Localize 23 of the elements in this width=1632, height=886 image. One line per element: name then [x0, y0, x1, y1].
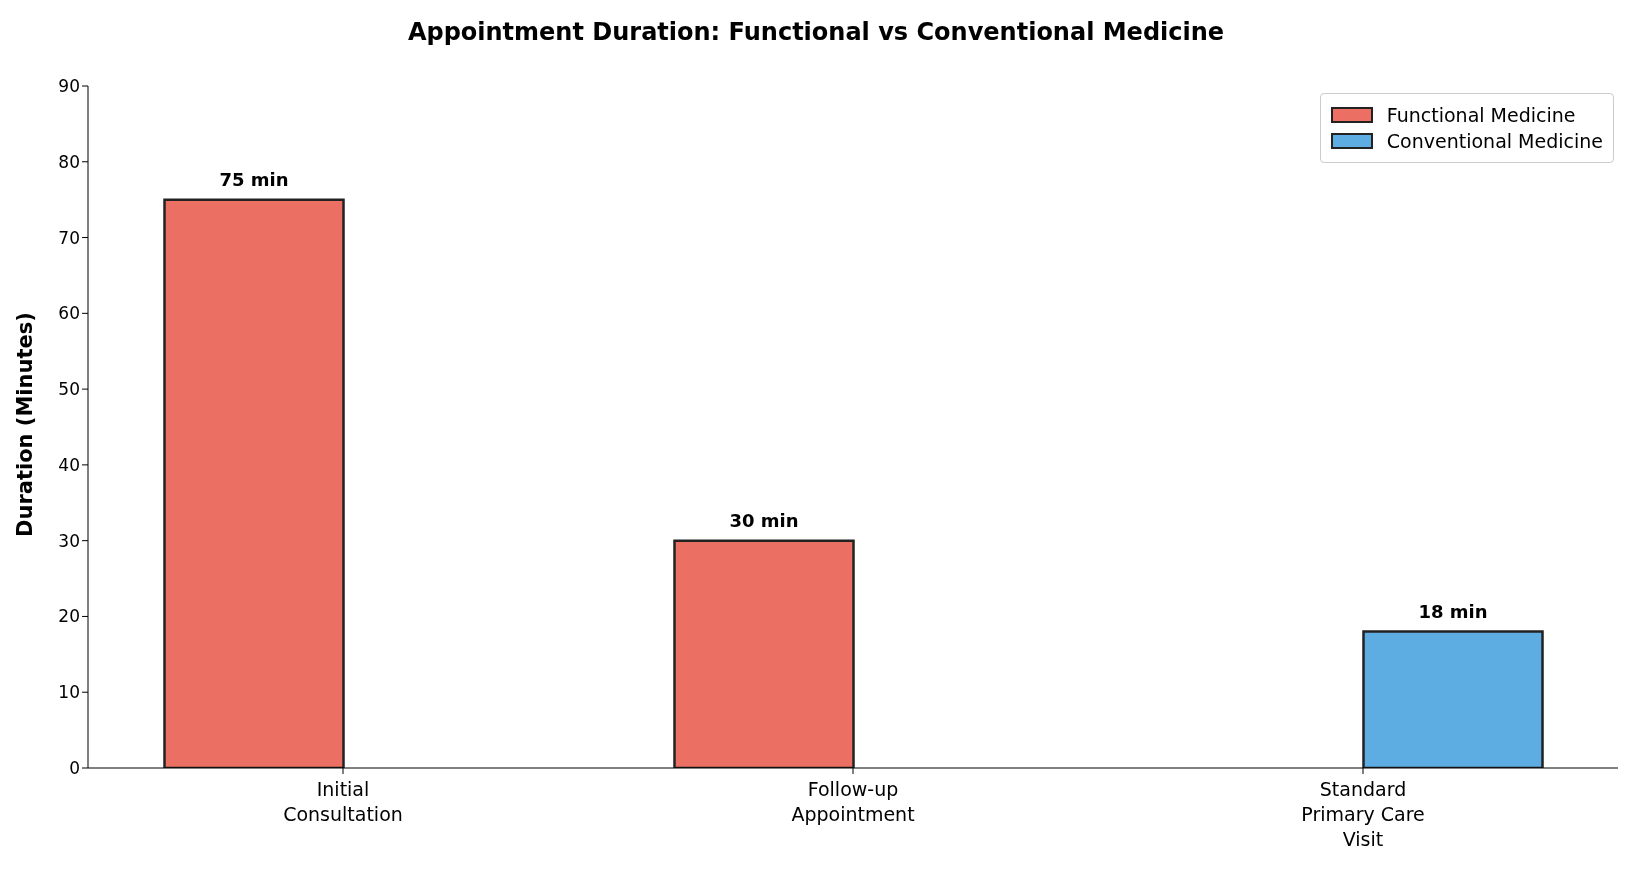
x-tick-label: Standard Primary Care Visit: [1301, 778, 1425, 850]
bar: [163, 198, 345, 768]
legend-label: Conventional Medicine: [1386, 130, 1603, 152]
legend-label: Functional Medicine: [1386, 104, 1576, 126]
y-tick-label: 90: [58, 76, 80, 97]
y-tick-label: 20: [58, 606, 80, 627]
data-label: 75 min: [219, 168, 289, 190]
y-tick-label: 10: [58, 682, 80, 703]
y-axis-title: Duration (Minutes): [13, 312, 38, 537]
chart-title: Appointment Duration: Functional vs Conventional Medicine: [406, 17, 1226, 48]
x-tick-label: Initial Consultation: [283, 778, 403, 825]
x-tick-label: Follow-up Appointment: [791, 778, 915, 825]
y-tick-label: 70: [58, 227, 80, 248]
bar: [1362, 630, 1544, 768]
bar: [673, 539, 855, 768]
y-tick-label: 60: [58, 303, 80, 324]
y-tick-label: 30: [58, 530, 80, 551]
y-tick-label: 0: [69, 758, 80, 779]
y-tick-label: 80: [58, 151, 80, 172]
data-label: 30 min: [729, 509, 799, 531]
data-label: 18 min: [1418, 600, 1488, 622]
y-tick-label: 40: [58, 454, 80, 475]
y-tick-label: 50: [58, 379, 80, 400]
